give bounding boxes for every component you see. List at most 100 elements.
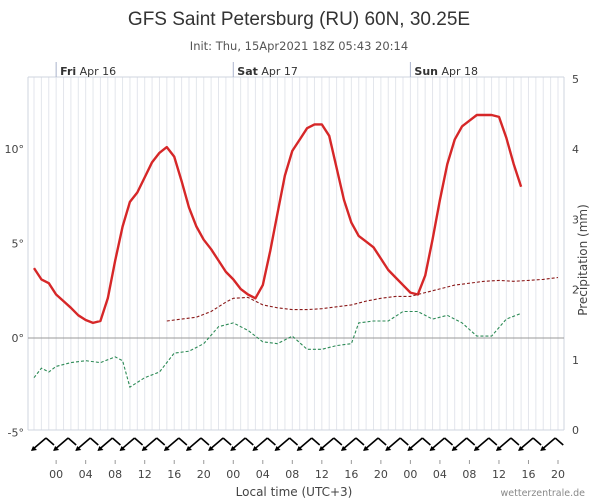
wind-barb-flag: [421, 437, 431, 446]
x-tick-label: 08: [285, 468, 299, 481]
x-tick-label: 12: [138, 468, 152, 481]
wind-barb-head: [451, 446, 458, 451]
wind-barb-flag: [289, 437, 299, 446]
y-tick-right: 3: [572, 213, 579, 226]
chart-subtitle: Init: Thu, 15Apr2021 18Z 05:43 20:14: [190, 39, 408, 53]
series-lines: [32, 113, 559, 388]
wind-barb-flag: [488, 437, 498, 446]
wind-barb-head: [53, 446, 60, 451]
day-label: Sun Apr 18: [414, 65, 478, 78]
wind-barb-head: [230, 446, 237, 451]
wind-barb-flag: [178, 437, 188, 446]
day-name: Fri: [60, 65, 76, 78]
day-date: Apr 16: [76, 65, 116, 78]
grid-lines: [27, 77, 565, 431]
wind-barb-head: [119, 446, 126, 451]
wind-barb-flag: [554, 437, 564, 446]
x-axis-title: Local time (UTC+3): [236, 485, 353, 499]
y-tick-right: 2: [572, 284, 579, 297]
day-label: Fri Apr 16: [60, 65, 116, 78]
day-header: Fri Apr 16 Sat Apr 17 Sun Apr 18: [28, 62, 564, 78]
wind-barb-head: [363, 446, 370, 451]
y-tick-right: 1: [572, 354, 579, 367]
series-line-dashed: [166, 276, 559, 322]
wind-barb-flag: [466, 437, 476, 446]
wind-barb: [274, 437, 299, 451]
chart-title: GFS Saint Petersburg (RU) 60N, 30.25E: [128, 9, 470, 30]
wind-barb: [340, 437, 365, 451]
wind-barb: [75, 437, 99, 451]
wind-barb-head: [495, 446, 502, 451]
wind-barb-head: [208, 446, 215, 451]
x-tick-label: 04: [79, 468, 93, 481]
wind-barb: [495, 437, 520, 451]
wind-barb-head: [141, 446, 148, 451]
x-tick-label: 04: [256, 468, 270, 481]
day-date: Apr 17: [258, 65, 298, 78]
wind-barb-head: [473, 446, 480, 451]
wind-barb: [451, 437, 476, 451]
wind-barb: [185, 437, 210, 451]
wind-barb: [318, 437, 343, 451]
wind-barb-head: [185, 446, 192, 451]
x-tick-label: 12: [492, 468, 506, 481]
x-tick-label: 20: [374, 468, 388, 481]
wind-barb-flag: [111, 437, 121, 446]
wind-barb-head: [407, 446, 414, 451]
x-tick-label: 00: [226, 468, 240, 481]
wind-barb-flag: [532, 437, 542, 446]
wind-barb-flag: [510, 437, 520, 446]
wind-barb-head: [540, 446, 547, 451]
x-tick-label: 04: [433, 468, 447, 481]
wind-barb: [119, 437, 144, 451]
wind-barb-head: [31, 446, 37, 451]
wind-barb-head: [340, 446, 347, 451]
wind-barb-flag: [134, 437, 144, 446]
wind-barb-head: [163, 446, 170, 451]
x-tick-label: 16: [344, 468, 358, 481]
series-line-dashed: [33, 310, 522, 388]
wind-barb-flag: [444, 437, 454, 446]
y-tick-right: 5: [572, 73, 579, 86]
wind-barb-flag: [67, 437, 77, 446]
wind-barb: [429, 437, 454, 451]
day-label: Sat Apr 17: [237, 65, 298, 78]
wind-barb-flag: [311, 437, 321, 446]
wind-barb: [518, 437, 542, 451]
wind-barb: [363, 437, 387, 451]
wind-barb-head: [75, 446, 82, 451]
wind-barb-head: [429, 446, 436, 451]
wind-barb-head: [318, 446, 325, 451]
wind-barb: [230, 437, 254, 451]
wind-barb-flag: [377, 437, 387, 446]
wind-barb: [208, 437, 232, 451]
wind-barb: [407, 437, 431, 451]
y-tick-left: 0°: [12, 332, 25, 345]
credit-label: wetterzentrale.de: [501, 488, 586, 499]
x-tick-label: 08: [462, 468, 476, 481]
wind-barb-head: [274, 446, 281, 451]
wind-barb-flag: [355, 437, 365, 446]
day-name: Sat: [237, 65, 258, 78]
wind-barb-flag: [45, 437, 55, 446]
wind-barb-flag: [156, 437, 166, 446]
x-tick-label: 16: [167, 468, 181, 481]
wind-barb-flag: [266, 437, 276, 446]
day-name: Sun: [414, 65, 438, 78]
y-tick-left: -5°: [8, 427, 24, 440]
wind-barb: [540, 437, 564, 451]
wind-barb: [385, 437, 409, 451]
x-tick-label: 00: [403, 468, 417, 481]
x-tick-label: 08: [108, 468, 122, 481]
wind-barb: [141, 437, 166, 451]
wind-barb: [31, 437, 55, 451]
wind-barb-flag: [222, 437, 232, 446]
wind-barb: [97, 437, 121, 451]
wind-barb: [163, 437, 188, 451]
y-tick-right: 0: [572, 424, 579, 437]
wind-barb-head: [97, 446, 104, 451]
wind-barb-head: [385, 446, 392, 451]
wind-barb: [53, 437, 77, 451]
